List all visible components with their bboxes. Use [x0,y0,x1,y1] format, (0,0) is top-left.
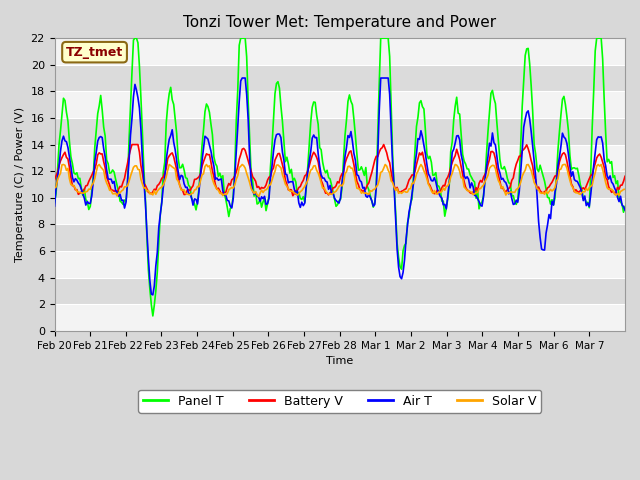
Bar [54,224,625,251]
Bar [54,304,625,331]
Title: Tonzi Tower Met: Temperature and Power: Tonzi Tower Met: Temperature and Power [183,15,497,30]
Bar [54,65,625,91]
Bar [54,91,625,118]
Y-axis label: Temperature (C) / Power (V): Temperature (C) / Power (V) [15,107,25,262]
Bar [54,144,625,171]
Bar [54,118,625,144]
Text: TZ_tmet: TZ_tmet [66,46,123,59]
Bar [54,251,625,277]
Bar [54,277,625,304]
Bar [54,38,625,65]
Bar [54,198,625,224]
Legend: Panel T, Battery V, Air T, Solar V: Panel T, Battery V, Air T, Solar V [138,390,541,413]
X-axis label: Time: Time [326,356,353,366]
Bar [54,171,625,198]
